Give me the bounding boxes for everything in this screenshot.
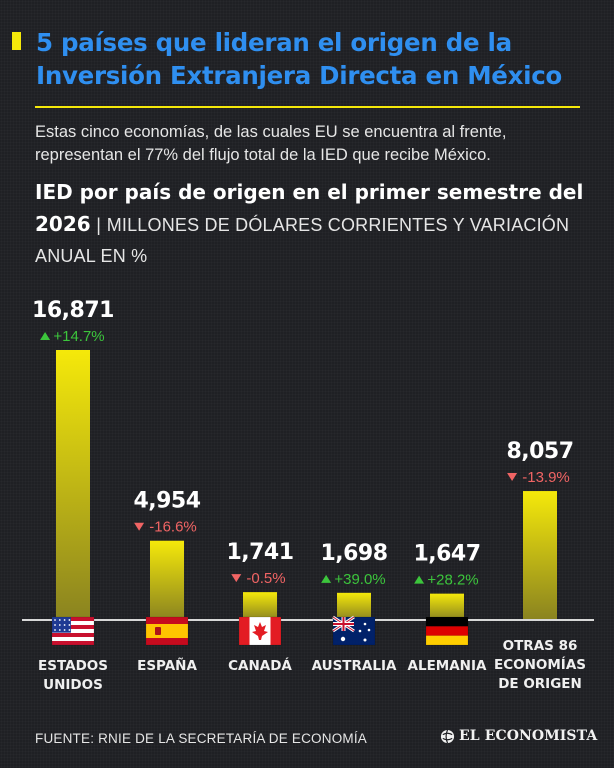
bar bbox=[337, 592, 371, 620]
value-label: 16,871 bbox=[32, 298, 114, 323]
arrow-up-icon bbox=[40, 332, 51, 340]
bar bbox=[523, 491, 557, 620]
bar-group-4: 1,647 +28.2% ALEMANIA bbox=[408, 542, 487, 674]
category-label: OTRAS 86 ECONOMÍAS DE ORIGEN bbox=[494, 638, 586, 692]
title-divider bbox=[35, 106, 580, 108]
germany-flag bbox=[425, 616, 469, 646]
bar bbox=[243, 592, 277, 620]
arrow-down-icon bbox=[134, 522, 145, 531]
brand-logo: EL ECONOMISTA bbox=[440, 728, 597, 744]
change-label: -16.6% bbox=[149, 519, 197, 536]
usa-flag bbox=[51, 616, 95, 646]
bar bbox=[56, 350, 90, 620]
category-label: ESPAÑA bbox=[137, 657, 197, 674]
category-label: CANADÁ bbox=[228, 657, 292, 674]
bar-group-3: 1,698 +39.0% AUSTRALIA bbox=[312, 541, 397, 674]
canada-flag bbox=[238, 616, 282, 646]
value-label: 1,741 bbox=[226, 540, 293, 565]
bar bbox=[430, 593, 464, 620]
value-label: 8,057 bbox=[506, 439, 573, 464]
australia-flag bbox=[332, 615, 376, 646]
globe-icon bbox=[440, 729, 455, 743]
bar-group-2: 1,741 -0.5% CANADÁ bbox=[226, 540, 294, 674]
bar-group-5: 8,057 -13.9% OTRAS 86 ECONOMÍAS DE ORIGEN bbox=[494, 439, 586, 692]
chart-heading-title: IED por país de origen en el primer seme… bbox=[35, 180, 584, 236]
arrow-up-icon bbox=[414, 575, 425, 584]
page-title: 5 países que lideran el origen de la Inv… bbox=[36, 28, 562, 90]
brand-name: EL ECONOMISTA bbox=[459, 728, 598, 744]
page-subtitle: Estas cinco economías, de las cuales EU … bbox=[35, 123, 507, 164]
arrow-up-icon bbox=[321, 574, 332, 583]
change-label: +14.7% bbox=[53, 328, 104, 345]
category-label: AUSTRALIA bbox=[312, 658, 397, 674]
chart-heading-unit: MILLONES DE DÓLARES CORRIENTES Y VARIACI… bbox=[35, 215, 570, 266]
change-label: -13.9% bbox=[522, 469, 570, 486]
source-note: FUENTE: RNIE DE LA SECRETARÍA DE ECONOMÍ… bbox=[35, 731, 368, 746]
change-label: +28.2% bbox=[427, 572, 478, 589]
title-accent-mark bbox=[12, 32, 21, 50]
bar-group-0: 16,871 +14.7% ESTADOS UNIDOS bbox=[32, 298, 114, 693]
value-label: 1,647 bbox=[413, 542, 480, 567]
value-label: 1,698 bbox=[320, 541, 387, 566]
category-label: ALEMANIA bbox=[408, 658, 487, 674]
arrow-down-icon bbox=[507, 473, 518, 482]
change-label: +39.0% bbox=[334, 571, 385, 588]
category-label: ESTADOS UNIDOS bbox=[38, 658, 108, 693]
bar-group-1: 4,954 -16.6% ESPAÑA bbox=[133, 489, 201, 674]
bar bbox=[150, 540, 184, 620]
chart-heading: IED por país de origen en el primer seme… bbox=[35, 177, 595, 272]
arrow-down-icon bbox=[231, 574, 242, 583]
chart-heading-separator: | bbox=[96, 215, 102, 235]
change-label: -0.5% bbox=[246, 570, 285, 587]
spain-flag bbox=[145, 616, 189, 646]
value-label: 4,954 bbox=[133, 489, 200, 514]
